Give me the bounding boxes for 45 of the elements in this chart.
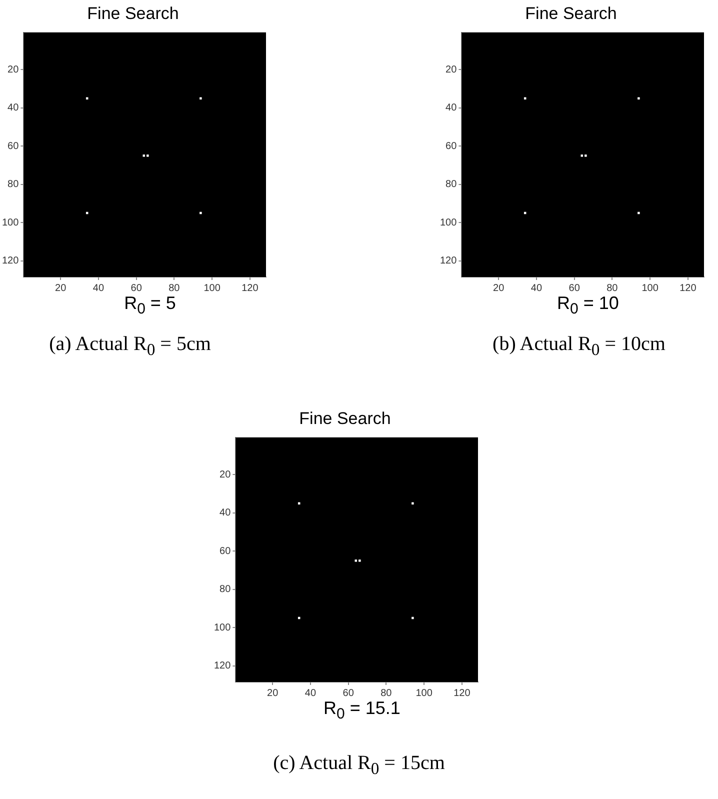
- x-tick-label: 100: [416, 688, 433, 699]
- y-tick-label: 60: [446, 140, 458, 152]
- x-axis-title: R$_{0}$ = 5: [123, 293, 177, 318]
- y-tick-label: 20: [8, 64, 20, 76]
- x-tick-label: 120: [454, 688, 471, 699]
- x-tick-label: 60: [342, 688, 354, 699]
- x-tick-label: 60: [568, 282, 580, 294]
- x-tick-label: 80: [606, 282, 618, 294]
- chart-title: Fine Search: [525, 4, 617, 23]
- x-axis-title: R$_{0}$ = 10: [556, 293, 620, 318]
- y-tick-label: 40: [220, 508, 232, 519]
- y-tick-label: 40: [446, 102, 458, 114]
- chart-title: Fine Search: [87, 4, 179, 23]
- x-tick-label: 80: [168, 282, 180, 294]
- x-tick-label: 40: [304, 688, 316, 699]
- y-tick-label: 80: [8, 179, 20, 190]
- x-tick-label: 100: [642, 282, 659, 294]
- x-tick-label: 20: [55, 282, 67, 294]
- x-tick-label: 20: [493, 282, 505, 294]
- text: (b) Actual R$_{0}$ = 10cm: [492, 333, 666, 360]
- y-tick-label: 100: [214, 622, 232, 634]
- text: (a) Actual R$_{0}$ = 5cm: [48, 333, 212, 360]
- y-tick-label: 80: [220, 584, 232, 596]
- y-tick-label: 60: [220, 546, 232, 557]
- x-tick-label: 80: [380, 688, 392, 699]
- x-tick-label: 20: [267, 688, 279, 699]
- y-tick-label: 80: [446, 179, 458, 190]
- x-tick-label: 40: [530, 282, 542, 294]
- y-tick-label: 120: [2, 256, 20, 267]
- x-tick-label: 100: [204, 282, 221, 294]
- y-tick-label: 100: [2, 217, 20, 228]
- x-axis-title: R$_{0}$ = 15.1: [322, 698, 402, 723]
- y-tick-label: 40: [8, 102, 20, 114]
- x-tick-label: 120: [680, 282, 697, 294]
- x-tick-label: 40: [92, 282, 104, 294]
- y-tick-label: 20: [446, 64, 458, 76]
- text: (c) Actual R$_{0}$ = 15cm: [272, 752, 446, 779]
- y-tick-label: 100: [440, 217, 458, 228]
- y-tick-label: 60: [8, 140, 20, 152]
- x-tick-label: 120: [242, 282, 259, 294]
- y-tick-label: 20: [220, 469, 232, 480]
- y-tick-label: 120: [440, 256, 458, 267]
- x-tick-label: 60: [130, 282, 142, 294]
- chart-title: Fine Search: [299, 408, 391, 428]
- y-tick-label: 120: [214, 660, 232, 672]
